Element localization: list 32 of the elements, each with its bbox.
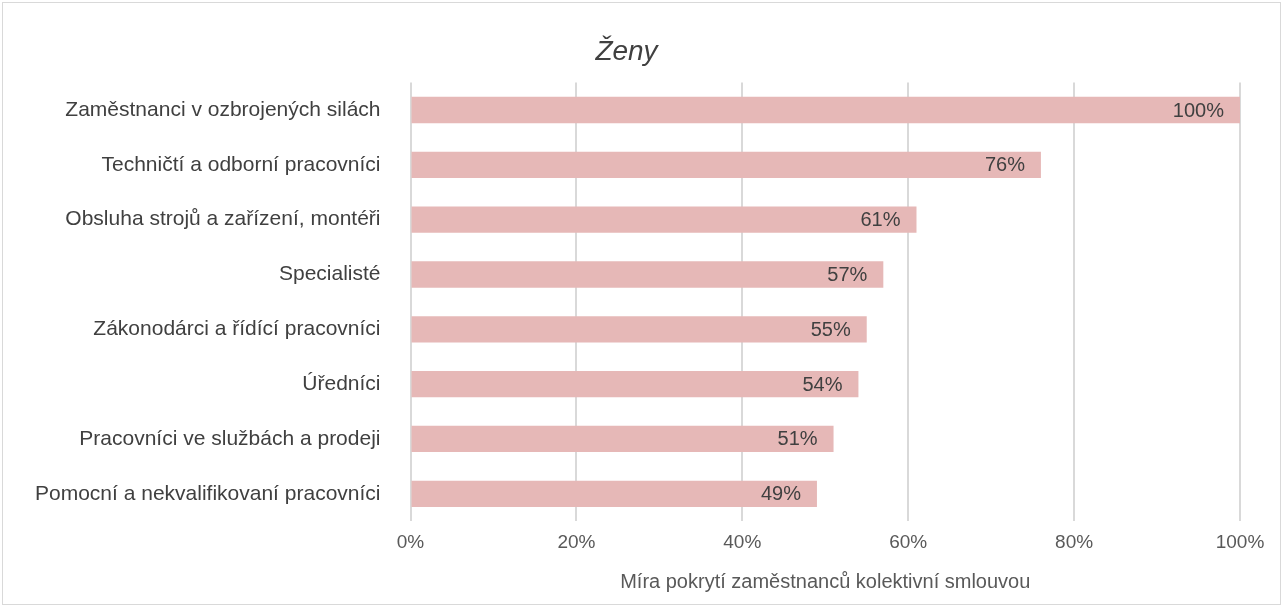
y-tick-label: Zákonodárci a řídící pracovníci bbox=[93, 316, 381, 340]
data-label: 54% bbox=[802, 372, 843, 395]
x-axis-title: Míra pokrytí zaměstnanců kolektivní smlouvou bbox=[620, 569, 1031, 592]
bar bbox=[411, 480, 817, 507]
x-tick-label: 100% bbox=[1215, 530, 1265, 552]
bar bbox=[411, 316, 867, 343]
y-tick-label: Zaměstnanci v ozbrojených silách bbox=[65, 96, 381, 120]
data-label: 57% bbox=[827, 263, 868, 285]
data-label: 49% bbox=[760, 482, 802, 505]
bar bbox=[411, 425, 834, 453]
x-tick-label: 20% bbox=[557, 530, 596, 552]
y-tick-label: Specialisté bbox=[278, 261, 381, 285]
y-tick-label: Pomocní a nekvalifikovaní pracovníci bbox=[34, 480, 381, 504]
x-tick-label: 40% bbox=[723, 530, 762, 552]
y-tick-label: Obsluha strojů a zařízení, montéři bbox=[65, 206, 381, 230]
y-tick-label: Úředníci bbox=[302, 370, 381, 394]
data-label: 76% bbox=[984, 153, 1026, 176]
x-tick-label: 60% bbox=[889, 530, 928, 552]
x-tick-label: 80% bbox=[1055, 530, 1094, 552]
data-label: 51% bbox=[777, 427, 818, 450]
data-label: 100% bbox=[1172, 98, 1225, 121]
chart-title: Ženy bbox=[594, 34, 660, 66]
y-tick-label: Techničtí a odborní pracovníci bbox=[101, 151, 381, 175]
y-tick-label: Pracovníci ve službách a prodeji bbox=[79, 425, 381, 449]
data-label: 55% bbox=[810, 317, 851, 340]
bar bbox=[411, 261, 884, 288]
bar bbox=[411, 370, 859, 398]
x-tick-label: 0% bbox=[396, 530, 425, 552]
data-label: 61% bbox=[860, 208, 901, 231]
bar bbox=[411, 151, 1041, 178]
bar bbox=[411, 96, 1240, 124]
bar bbox=[411, 206, 917, 233]
